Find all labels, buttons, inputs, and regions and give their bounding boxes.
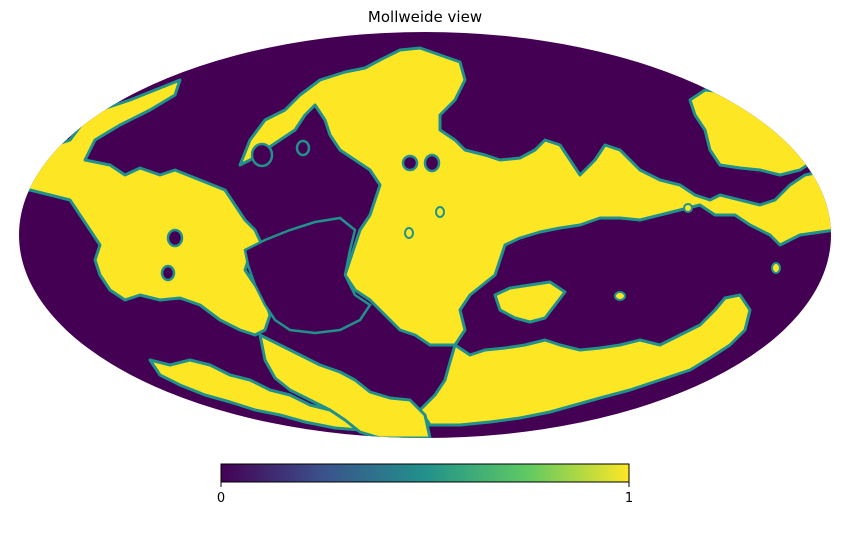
chart-title: Mollweide view: [368, 8, 482, 26]
map-region: [250, 142, 274, 168]
map-region: [258, 333, 432, 438]
map-region: [166, 228, 184, 248]
map-region: [418, 293, 752, 427]
map-region: [401, 154, 419, 172]
map-region: [160, 264, 176, 282]
map-region: [238, 46, 831, 347]
colorbar-tick-label-max: 1: [625, 491, 633, 506]
map-region: [771, 262, 781, 274]
small-high-value-spots: [404, 203, 781, 301]
map-region: [435, 206, 445, 218]
map-region: [683, 203, 693, 213]
colorbar-tick-label-min: 0: [217, 491, 225, 506]
low-value-islands: [160, 139, 441, 335]
map-region: [423, 153, 441, 173]
sky-map: [19, 32, 831, 438]
map-region: [243, 216, 372, 335]
map-region: [614, 291, 626, 301]
colorbar-gradient: [220, 463, 630, 483]
colorbar: 0 1: [217, 463, 633, 506]
map-region: [493, 280, 567, 324]
map-region: [295, 139, 311, 157]
high-value-regions: [19, 46, 831, 438]
map-region: [404, 227, 414, 239]
